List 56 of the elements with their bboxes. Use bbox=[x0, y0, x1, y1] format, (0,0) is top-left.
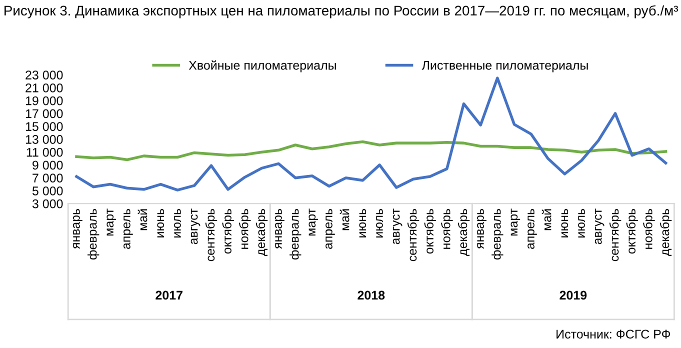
x-tick-label: январь bbox=[275, 208, 284, 249]
text: 2017 bbox=[156, 290, 182, 300]
x-tick-label: август bbox=[594, 208, 604, 244]
x-tick-label: ноябрь bbox=[643, 208, 655, 249]
x-tick-label: апрель bbox=[124, 208, 133, 249]
text: Источник: ФСГС РФ bbox=[556, 330, 670, 339]
x-tick-label: декабрь bbox=[458, 208, 470, 256]
y-tick-label: 5 000 bbox=[32, 186, 63, 196]
y-tick-label: 7 000 bbox=[32, 174, 63, 182]
x-tick-label: январь bbox=[477, 208, 486, 249]
x-tick-label: апрель bbox=[528, 208, 537, 249]
x-tick-label: июнь bbox=[157, 208, 164, 238]
y-tick-label: 23 000 bbox=[26, 70, 63, 80]
y-tick-label: 3 000 bbox=[32, 199, 63, 208]
x-tick-label: октябрь bbox=[626, 208, 638, 254]
x-tick-label: февраль bbox=[492, 208, 504, 260]
x-tick-label: декабрь bbox=[256, 208, 268, 256]
x-tick-label: октябрь bbox=[424, 208, 436, 254]
x-tick-label: июль bbox=[174, 208, 181, 238]
x-tick-label: январь bbox=[73, 208, 82, 249]
line-series bbox=[75, 140, 668, 162]
x-tick-label: ноябрь bbox=[238, 208, 251, 249]
x-tick-label: март bbox=[308, 208, 318, 236]
chart-title: Рисунок 3. Динамика экспортных цен на пиломатериалы по России в 2017—2019 гг. по месяцам, руб./м³ bbox=[4, 5, 678, 18]
x-tick-label: сентябрь bbox=[609, 208, 622, 262]
x-tick-label: май bbox=[138, 209, 148, 230]
x-tick-label: июль bbox=[578, 208, 585, 238]
x-tick-label: август bbox=[392, 208, 402, 244]
x-tick-label: июнь bbox=[359, 208, 366, 238]
x-tick-label: март bbox=[510, 208, 520, 236]
legend-label: Лиственные пиломатериалы bbox=[422, 60, 588, 72]
x-tick-label: март bbox=[106, 208, 116, 236]
text: 2019 bbox=[560, 290, 587, 300]
y-tick-label: 11 000 bbox=[26, 148, 63, 157]
x-tick-label: август bbox=[190, 208, 200, 244]
x-tick-label: сентябрь bbox=[407, 208, 420, 262]
x-tick-label: ноябрь bbox=[441, 208, 453, 249]
y-tick-label: 15 000 bbox=[26, 122, 63, 131]
x-tick-label: апрель bbox=[326, 208, 335, 249]
x-tick-label: декабрь bbox=[660, 208, 672, 256]
x-tick-label: июнь bbox=[561, 208, 568, 238]
x-tick-label: май bbox=[340, 209, 350, 230]
x-tick-label: октябрь bbox=[222, 208, 234, 254]
x-tick-label: май bbox=[542, 209, 552, 230]
legend-label: Хвойные пиломатериалы bbox=[188, 60, 336, 72]
x-tick-label: сентябрь bbox=[205, 208, 218, 262]
x-tick-label: февраль bbox=[88, 208, 100, 260]
x-tick-label: июль bbox=[376, 208, 383, 238]
line-series bbox=[75, 76, 668, 192]
y-tick-label: 21 000 bbox=[26, 83, 63, 92]
y-tick-label: 13 000 bbox=[26, 135, 63, 144]
text: 2018 bbox=[358, 290, 385, 300]
y-tick-label: 9 000 bbox=[32, 160, 63, 170]
y-tick-label: 17 000 bbox=[26, 109, 63, 118]
x-tick-label: февраль bbox=[290, 208, 302, 260]
y-tick-label: 19 000 bbox=[26, 96, 63, 106]
